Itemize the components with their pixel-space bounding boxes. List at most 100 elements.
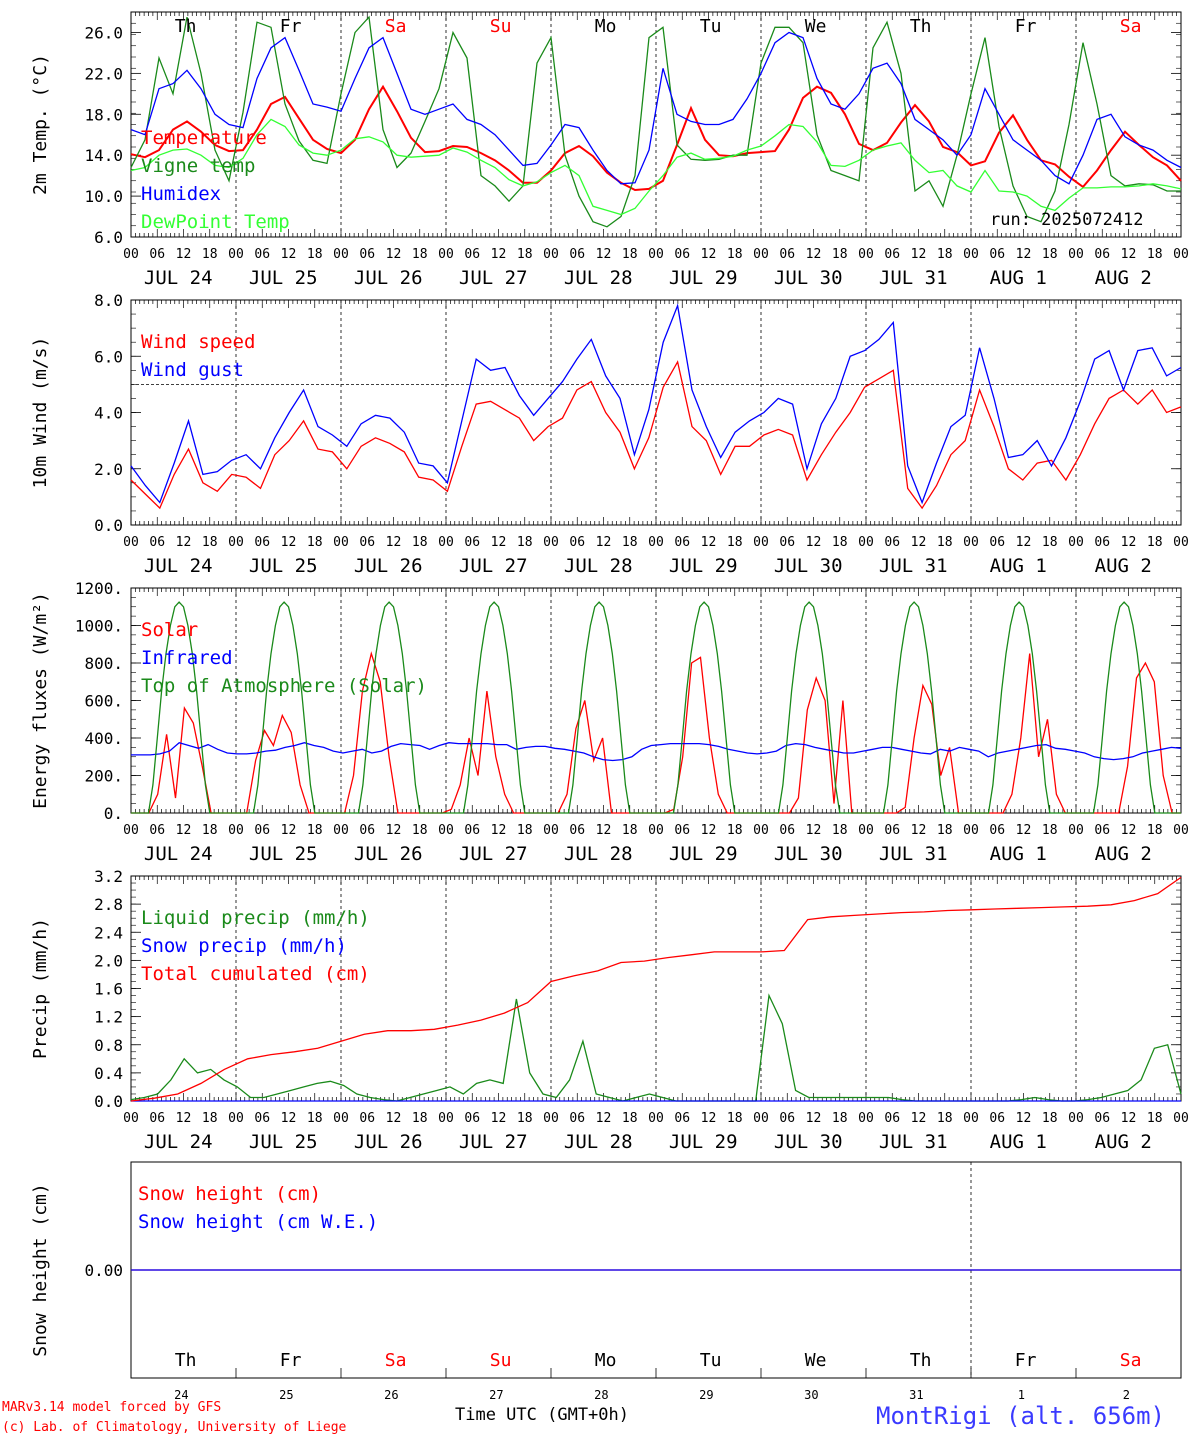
hour-label: 12 bbox=[596, 247, 612, 262]
hour-label: 18 bbox=[412, 823, 428, 838]
hour-label: 12 bbox=[176, 823, 192, 838]
hour-label: 00 bbox=[963, 1111, 979, 1126]
hour-label: 06 bbox=[569, 247, 585, 262]
date-label: JUL 30 bbox=[774, 267, 843, 289]
hour-label: 06 bbox=[989, 823, 1005, 838]
hour-label: 06 bbox=[149, 535, 165, 550]
hour-label: 00 bbox=[1068, 247, 1084, 262]
hour-label: 06 bbox=[1094, 823, 1110, 838]
hour-label: 18 bbox=[412, 247, 428, 262]
date-label: JUL 27 bbox=[459, 843, 528, 865]
date-label: AUG 2 bbox=[1095, 1131, 1152, 1153]
hour-label: 00 bbox=[648, 823, 664, 838]
hour-label: 12 bbox=[806, 823, 822, 838]
hour-label: 00 bbox=[438, 535, 454, 550]
date-label: AUG 1 bbox=[990, 843, 1047, 865]
hour-label: 00 bbox=[333, 535, 349, 550]
hour-label: 18 bbox=[202, 535, 218, 550]
hour-label: 06 bbox=[359, 823, 375, 838]
series-line-dewpoint-temp bbox=[130, 118, 1182, 216]
y-tick-label: 1.2 bbox=[94, 1008, 123, 1027]
weekday-label: Fr bbox=[1015, 16, 1037, 37]
hour-label: 06 bbox=[359, 1111, 375, 1126]
day-number-label: 24 bbox=[174, 1388, 188, 1402]
weekday-label: Sa bbox=[385, 16, 407, 37]
y-tick-label: 400. bbox=[84, 729, 123, 748]
hour-label: 06 bbox=[1094, 247, 1110, 262]
date-label: JUL 29 bbox=[669, 1131, 738, 1153]
date-label: JUL 26 bbox=[354, 555, 423, 577]
weekday-label: Sa bbox=[385, 1350, 407, 1371]
hour-label: 12 bbox=[701, 247, 717, 262]
date-label: JUL 31 bbox=[879, 555, 948, 577]
date-label: JUL 27 bbox=[459, 1131, 528, 1153]
hour-label: 12 bbox=[911, 1111, 927, 1126]
hour-label: 00 bbox=[123, 535, 139, 550]
footer-station: MontRigi (alt. 656m) bbox=[876, 1402, 1165, 1430]
date-label: JUL 28 bbox=[564, 1131, 633, 1153]
day-number-label: 1 bbox=[1018, 1388, 1025, 1402]
y-tick-label: 10.0 bbox=[84, 187, 123, 206]
hour-label: 06 bbox=[569, 535, 585, 550]
date-label: AUG 2 bbox=[1095, 843, 1152, 865]
hour-label: 18 bbox=[1147, 247, 1163, 262]
hour-label: 12 bbox=[386, 247, 402, 262]
hour-label: 12 bbox=[806, 535, 822, 550]
hour-label: 12 bbox=[806, 247, 822, 262]
hour-label: 00 bbox=[543, 823, 559, 838]
date-label: JUL 25 bbox=[249, 843, 318, 865]
hour-label: 18 bbox=[202, 1111, 218, 1126]
hour-label: 06 bbox=[884, 823, 900, 838]
hour-label: 18 bbox=[727, 1111, 743, 1126]
y-tick-label: 600. bbox=[84, 692, 123, 711]
weekday-label: Th bbox=[175, 1350, 197, 1371]
hour-label: 18 bbox=[622, 535, 638, 550]
hour-label: 00 bbox=[1068, 823, 1084, 838]
y-tick-label: 200. bbox=[84, 767, 123, 786]
hour-label: 00 bbox=[543, 535, 559, 550]
hour-label: 06 bbox=[1094, 535, 1110, 550]
hour-label: 00 bbox=[858, 1111, 874, 1126]
weekday-label: Th bbox=[910, 1350, 932, 1371]
hour-label: 18 bbox=[1042, 1111, 1058, 1126]
date-label: JUL 25 bbox=[249, 555, 318, 577]
hour-label: 12 bbox=[491, 535, 507, 550]
hour-label: 12 bbox=[491, 247, 507, 262]
hour-label: 12 bbox=[1016, 535, 1032, 550]
legend-item: Wind speed bbox=[141, 331, 255, 353]
hour-label: 06 bbox=[989, 535, 1005, 550]
hour-label: 18 bbox=[937, 535, 953, 550]
hour-label: 06 bbox=[779, 535, 795, 550]
date-label: JUL 31 bbox=[879, 843, 948, 865]
hour-label: 12 bbox=[1121, 1111, 1137, 1126]
y-tick-label: 0.4 bbox=[94, 1064, 123, 1083]
hour-label: 06 bbox=[674, 823, 690, 838]
date-label: AUG 1 bbox=[990, 555, 1047, 577]
date-label: JUL 28 bbox=[564, 555, 633, 577]
hour-label: 00 bbox=[858, 247, 874, 262]
date-label: AUG 1 bbox=[990, 267, 1047, 289]
legend-item: Snow height (cm W.E.) bbox=[138, 1211, 378, 1233]
weekday-label: Su bbox=[490, 16, 512, 37]
weekday-label: Fr bbox=[280, 1350, 302, 1371]
y-tick-label: 2.0 bbox=[94, 951, 123, 970]
hour-label: 12 bbox=[1121, 535, 1137, 550]
hour-label: 12 bbox=[176, 247, 192, 262]
date-label: JUL 29 bbox=[669, 843, 738, 865]
y-tick-label: 2.4 bbox=[94, 923, 123, 942]
date-label: JUL 24 bbox=[144, 267, 213, 289]
hour-label: 18 bbox=[307, 535, 323, 550]
hour-label: 06 bbox=[674, 535, 690, 550]
hour-label: 12 bbox=[911, 823, 927, 838]
y-tick-label: 2.0 bbox=[94, 460, 123, 479]
hour-label: 12 bbox=[701, 1111, 717, 1126]
weekday-label: Tu bbox=[700, 1350, 722, 1371]
date-label: JUL 25 bbox=[249, 1131, 318, 1153]
hour-label: 18 bbox=[202, 247, 218, 262]
series-line-liquid-precip-mm-h- bbox=[130, 993, 1182, 1102]
series-line-humidex bbox=[130, 31, 1182, 185]
hour-label: 12 bbox=[386, 823, 402, 838]
date-label: JUL 24 bbox=[144, 1131, 213, 1153]
legend-item: Wind gust bbox=[141, 359, 244, 381]
